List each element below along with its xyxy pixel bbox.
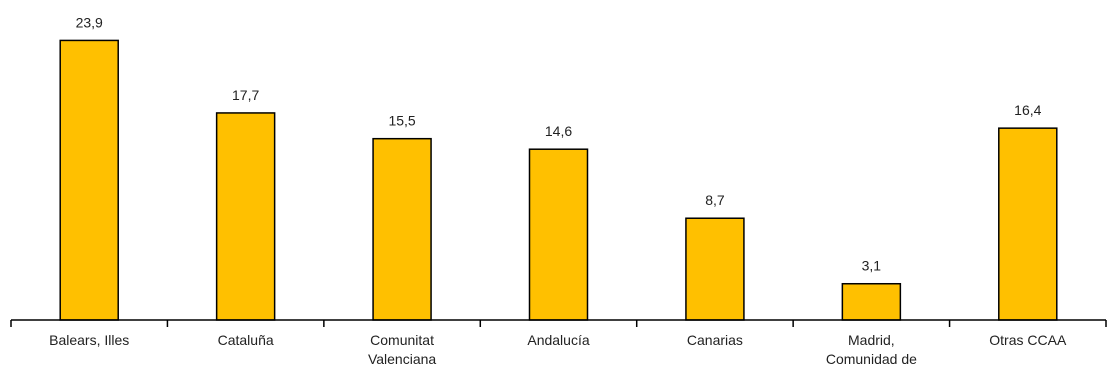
value-label-5: 3,1 (862, 258, 882, 274)
category-label-4: Canarias (687, 332, 743, 348)
bar-6 (998, 127, 1058, 321)
bar-4 (685, 217, 745, 321)
value-label-3: 14,6 (545, 123, 572, 139)
category-label-line: Comunitat (370, 332, 434, 348)
category-label-0: Balears, Illes (49, 332, 129, 348)
bar-0 (59, 39, 119, 321)
category-label-line: Balears, Illes (49, 332, 129, 348)
value-label-2: 15,5 (388, 113, 415, 129)
bar-3 (528, 148, 589, 321)
category-label-line: Cataluña (218, 332, 274, 348)
x-axis (10, 319, 1107, 327)
category-label-line: Madrid, (848, 332, 895, 348)
bar-5 (841, 282, 902, 321)
category-label-line: Canarias (687, 332, 743, 348)
value-label-1: 17,7 (232, 87, 259, 103)
category-label-line: Valenciana (368, 351, 436, 367)
bars-layer (59, 39, 1058, 321)
category-label-1: Cataluña (218, 332, 274, 348)
category-label-5: Madrid, Comunidad de (826, 332, 917, 367)
bar-1 (215, 112, 276, 321)
value-label-0: 23,9 (76, 14, 103, 30)
category-label-2: Comunitat Valenciana (368, 332, 436, 367)
value-labels-layer: 23,9 17,7 15,5 14,6 8,7 3,1 16,4 (76, 14, 1042, 273)
value-label-4: 8,7 (705, 192, 725, 208)
category-label-3: Andalucía (527, 332, 589, 348)
category-label-6: Otras CCAA (989, 332, 1067, 348)
bar-2 (372, 137, 432, 321)
category-labels-layer: Balears, Illes Cataluña Comunitat Valencian… (49, 332, 1067, 367)
category-label-line: Comunidad de (826, 351, 917, 367)
category-label-line: Otras CCAA (989, 332, 1067, 348)
category-label-line: Andalucía (527, 332, 589, 348)
value-label-6: 16,4 (1014, 102, 1041, 118)
